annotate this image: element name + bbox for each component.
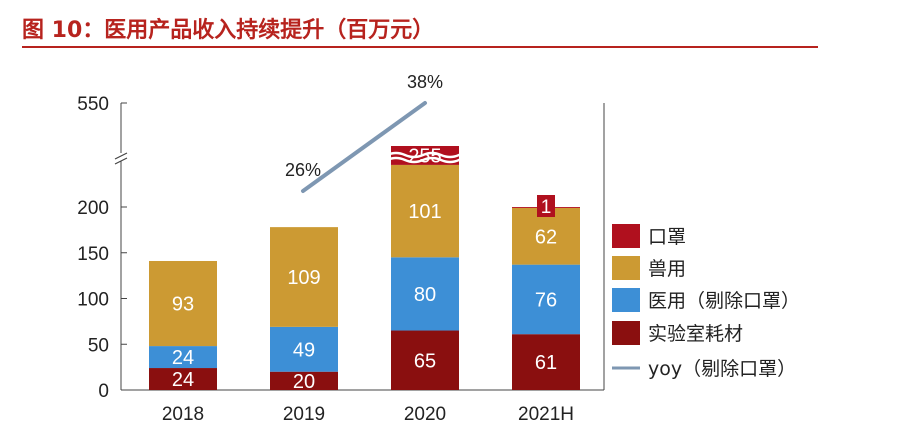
legend-label: 医用（剔除口罩） [648, 290, 800, 312]
data-label: 65 [414, 350, 436, 372]
yoy-line [301, 101, 427, 193]
legend-swatch-consumables [612, 321, 640, 345]
y-tick-label: 50 [88, 335, 109, 356]
bar-segment-animal [270, 227, 338, 327]
data-label: 62 [535, 226, 557, 248]
y-tick-label: 150 [77, 244, 109, 265]
data-label: 24 [172, 347, 194, 369]
legend-swatch-medical [612, 288, 640, 312]
axis-break-mark [114, 152, 128, 165]
data-label: 93 [172, 294, 194, 316]
yoy-label: 38% [407, 72, 443, 92]
y-tick-label: 200 [77, 198, 109, 219]
bar-segment-animal [391, 164, 459, 258]
data-label: 76 [535, 289, 557, 311]
bar-segment-consumables [270, 371, 338, 390]
bar-segment-consumables [512, 334, 580, 390]
bar-segment-consumables [149, 368, 217, 390]
data-label: 20 [293, 371, 315, 393]
data-label: 1 [541, 197, 552, 218]
bar-break-mark [386, 151, 471, 159]
x-tick-label: 2019 [283, 404, 325, 425]
bar-segment-medical [391, 257, 459, 331]
y-tick-label: 550 [77, 94, 109, 115]
y-tick-label: 0 [98, 381, 109, 402]
data-label: 255 [408, 145, 441, 167]
legend-swatch-animal [612, 256, 640, 280]
bar-segment-medical [270, 326, 338, 372]
data-label: 24 [172, 369, 194, 391]
data-label: 80 [414, 284, 436, 306]
data-label: 109 [287, 267, 320, 289]
legend-label: 兽用 [648, 258, 686, 280]
x-tick-label: 2018 [162, 404, 204, 425]
legend-swatch-mask [612, 224, 640, 248]
y-tick-label: 100 [77, 290, 109, 311]
data-label: 101 [408, 201, 441, 223]
bar-segment-animal [512, 207, 580, 265]
data-label: 49 [293, 339, 315, 361]
x-tick-label: 2020 [404, 404, 446, 425]
bar-segment-consumables [391, 330, 459, 390]
x-tick-label: 2021H [518, 404, 574, 425]
data-label: 61 [535, 352, 557, 374]
bar-break-mark [386, 156, 471, 164]
figure-title: 图 10：医用产品收入持续提升（百万元） [22, 17, 434, 43]
legend-label: 口罩 [648, 226, 686, 248]
bar-segment-medical [149, 346, 217, 369]
bar-segment-medical [512, 264, 580, 335]
legend-label: 实验室耗材 [648, 323, 743, 345]
legend-label: yoy（剔除口罩） [648, 358, 796, 380]
yoy-label: 26% [285, 160, 321, 180]
bar-segment-animal [149, 260, 217, 347]
small-mask-flag [537, 195, 555, 217]
